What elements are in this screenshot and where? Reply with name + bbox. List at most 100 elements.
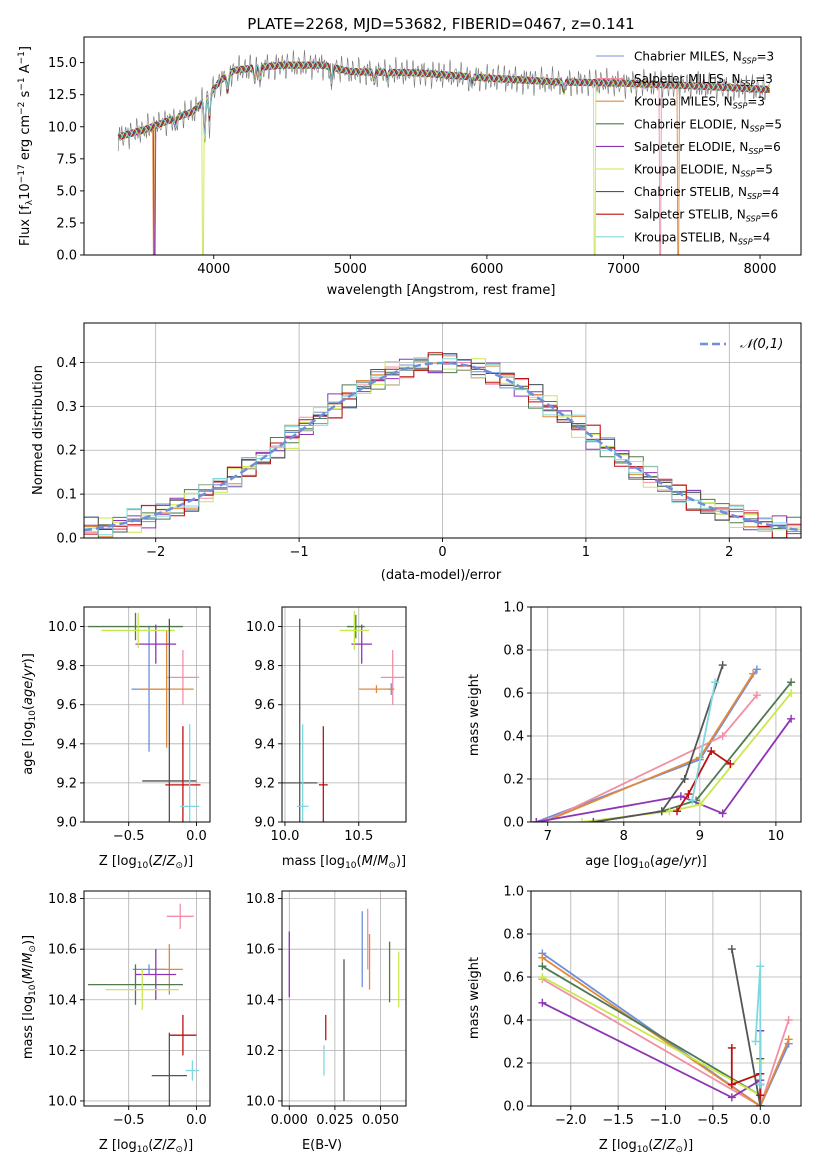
spectrum-plot — [117, 49, 771, 255]
spectrum-ytick-label: 12.5 — [48, 88, 77, 103]
series-line — [541, 952, 790, 1106]
spectrum-axes: 4000 5000 6000 7000 8000 0.0 2.5 5.0 7.5 10.0 12.5… — [48, 36, 802, 277]
point-marker — [718, 809, 727, 818]
legend-label: Chabrier MILES, NSSP=3 — [634, 50, 774, 66]
mw-z-xtick-label: 0.0 — [750, 1113, 771, 1128]
series-kroupa-elodie — [538, 973, 765, 1100]
age-z-ytick-label: 9.0 — [56, 816, 77, 831]
mw-z-frame — [530, 890, 802, 1107]
series-line — [543, 673, 754, 822]
mw-z-xtick-label: −0.5 — [697, 1113, 729, 1128]
hist-ytick-label: 0.0 — [56, 532, 77, 547]
mass-ebv-xtick-label: 0.000 — [271, 1113, 308, 1128]
mass-ebv-xlabel: E(B-V) — [302, 1138, 342, 1153]
mass-ebv-ytick-label: 10.8 — [246, 892, 275, 907]
observed-spectrum — [117, 49, 770, 152]
age-mass-ytick-label: 9.0 — [254, 816, 275, 831]
series-line — [543, 694, 758, 822]
mw-age-xtick-label: 9 — [696, 829, 704, 844]
mw-age-frame — [530, 606, 802, 823]
point-marker — [727, 1043, 736, 1052]
mass-z-ytick-label: 10.4 — [48, 993, 77, 1008]
legend-label: Chabrier STELIB, NSSP=4 — [634, 185, 779, 201]
mass-ebv-ytick-label: 10.4 — [246, 993, 275, 1008]
age-mass-ytick-label: 9.2 — [254, 776, 275, 791]
point-marker — [752, 665, 761, 674]
errorbar-salpeter-stelib — [169, 1014, 197, 1056]
hist-axes: −2 −1 0 1 2 0.0 0.1 0.2 0.3 0.4 — [56, 322, 802, 560]
hist-ylabel: Normed distribution — [31, 365, 46, 495]
errorbar-kroupa-miles — [358, 685, 395, 693]
mw-z-ytick-label: 0.0 — [503, 1100, 524, 1115]
point-marker — [657, 807, 666, 816]
point-marker — [538, 998, 547, 1007]
spectrum-legend: Chabrier MILES, NSSP=3 Salpeter MILES, NS… — [596, 50, 782, 246]
mw-age-plot — [532, 661, 796, 822]
errorbar-chabrier-stelib — [142, 618, 197, 822]
point-marker — [726, 759, 735, 768]
errorbar-salpeter-miles — [380, 650, 405, 705]
age-mass-xtick-label: 10.0 — [270, 829, 299, 844]
spectrum-xlabel: wavelength [Angstrom, rest frame] — [327, 283, 556, 298]
mw-age-xtick-label: 7 — [544, 829, 552, 844]
point-marker — [756, 1102, 765, 1106]
point-marker — [756, 1091, 765, 1100]
mass-z-plot — [88, 903, 200, 1106]
legend-label: 𝒩(0,1) — [740, 337, 783, 352]
legend-label: Kroupa ELODIE, NSSP=5 — [634, 163, 773, 179]
mass-z-xlabel: Z [log10(Z/Z⊙)] — [99, 1138, 193, 1155]
point-marker — [577, 818, 586, 822]
mw-age-xtick-label: 8 — [620, 829, 628, 844]
mass-ebv-xtick-label: 0.050 — [362, 1113, 399, 1128]
series-line — [676, 749, 731, 812]
series-kroupa-stelib — [688, 678, 720, 805]
age-z-ylabel: age [log10(age/yr)] — [21, 653, 38, 775]
legend-label: Salpeter ELODIE, NSSP=6 — [634, 140, 781, 156]
hist-xtick-label: −2 — [146, 545, 165, 560]
hist-xtick-label: 0 — [438, 545, 446, 560]
mw-age-axes: 7 8 9 10 0.0 0.2 0.4 0.6 0.8 1.0 — [503, 601, 802, 844]
errorbar-kroupa-miles — [155, 944, 183, 995]
series-line — [541, 976, 762, 1097]
mw-z-xtick-label: −1.5 — [602, 1113, 634, 1128]
mw-z-ytick-label: 0.8 — [503, 928, 524, 943]
point-marker — [784, 1035, 793, 1044]
hist-xlabel: (data-model)/error — [381, 568, 502, 583]
series-line — [754, 966, 762, 1085]
age-mass-ytick-label: 9.8 — [254, 659, 275, 674]
age-mass-ytick-label: 9.6 — [254, 698, 275, 713]
errorbar-salpeter-stelib — [165, 726, 201, 822]
mw-z-xtick-label: −2.0 — [555, 1113, 587, 1128]
point-marker — [676, 792, 685, 801]
mw-z-ylabel: mass weight — [467, 957, 482, 1039]
point-marker — [539, 818, 548, 822]
hist-kroupa-stelib — [84, 357, 801, 538]
hist-ytick-label: 0.2 — [56, 444, 77, 459]
gaussian-curve — [84, 361, 801, 532]
errorbar-chabrier-stelib — [282, 618, 318, 822]
errorbar-chabrier-elodie — [88, 612, 183, 641]
spectrum-ylabel: Flux [fλ10−17 erg cm−2 s−1 A−1] — [17, 46, 35, 246]
mass-ebv-ytick-label: 10.2 — [246, 1044, 275, 1059]
mass-z-ytick-label: 10.6 — [48, 943, 77, 958]
errorbar-salpeter-miles — [166, 903, 194, 929]
mass-ebv-ticks: 0.000 0.025 0.050 10.0 10.2 10.4 10.6 10.8 — [246, 892, 399, 1128]
point-marker — [680, 775, 689, 783]
series-salpeter-stelib — [673, 747, 735, 816]
errorbar-chabrier-elodie — [88, 964, 183, 1005]
point-marker — [727, 945, 736, 954]
point-marker — [718, 661, 727, 670]
mass-ebv-ytick-label: 10.0 — [246, 1094, 275, 1109]
errorbar-kroupa-stelib — [180, 724, 200, 822]
age-mass-ytick-label: 9.4 — [254, 737, 275, 752]
chart-title: PLATE=2268, MJD=53682, FIBERID=0467, z=0… — [247, 15, 634, 33]
point-marker — [589, 818, 598, 822]
hist-ytick-label: 0.1 — [56, 488, 77, 503]
hist-ytick-label: 0.4 — [56, 356, 77, 371]
point-marker — [727, 1080, 736, 1089]
age-mass-xlabel: mass [log10(M/M⊙)] — [282, 854, 406, 871]
series-line — [541, 965, 762, 1097]
mw-z-xtick-label: −1.0 — [650, 1113, 682, 1128]
age-mass-xtick-label: 10.5 — [344, 829, 373, 844]
